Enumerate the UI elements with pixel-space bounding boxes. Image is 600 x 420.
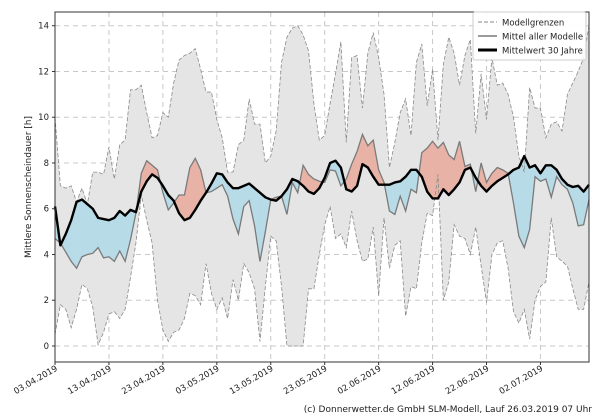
y-axis: 0 2 4 6 8 10 12 14 <box>38 22 55 352</box>
x-tick-label: 03.05.2019 <box>174 364 221 397</box>
x-axis: 03.04.2019 13.04.2019 23.04.2019 03.05.2019… <box>12 362 545 397</box>
model-lower-bound-line <box>54 174 590 347</box>
below-normal-fill <box>103 218 110 259</box>
y-tick-label: 4 <box>44 250 49 260</box>
x-tick-label: 22.06.2019 <box>444 364 491 397</box>
y-tick-label: 2 <box>44 296 49 306</box>
x-tick-label: 13.04.2019 <box>66 364 113 397</box>
below-normal-fill <box>389 182 396 215</box>
chart-marks <box>53 25 590 347</box>
plot-frame <box>54 11 590 363</box>
y-tick-label: 12 <box>38 67 49 77</box>
x-tick-label: 13.05.2019 <box>228 364 275 397</box>
climate-mean-30y-line <box>53 154 590 247</box>
legend: Modellgrenzen Mittel aller Modelle Mitte… <box>472 11 587 61</box>
x-tick-label: 02.06.2019 <box>336 364 383 397</box>
y-tick-label: 10 <box>38 113 49 123</box>
above-normal-fill <box>426 140 433 200</box>
y-tick-label: 0 <box>44 342 49 352</box>
x-tick-label: 12.06.2019 <box>390 364 437 397</box>
legend-box <box>472 11 587 61</box>
x-tick-label: 23.05.2019 <box>282 364 329 397</box>
model-range-area <box>55 25 589 346</box>
x-tick-label: 02.07.2019 <box>498 364 545 397</box>
legend-label-clim: Mittelwert 30 Jahre <box>502 47 583 57</box>
x-tick-label: 03.04.2019 <box>12 364 59 397</box>
credit-footer: (c) Donnerwetter.de GmbH SLM-Modell, Lau… <box>303 405 592 415</box>
legend-label-model-mean: Mittel aller Modelle <box>502 33 583 43</box>
y-tick-label: 14 <box>38 22 49 32</box>
y-tick-label: 6 <box>44 205 49 215</box>
legend-label-bounds: Modellgrenzen <box>502 19 564 29</box>
below-normal-fill <box>108 217 115 262</box>
above-normal-fill <box>432 140 439 199</box>
below-normal-fill <box>81 199 88 258</box>
below-normal-fill <box>87 203 93 255</box>
x-tick-label: 23.04.2019 <box>120 364 167 397</box>
model-upper-bound-line <box>54 25 590 205</box>
y-axis-label: Mittlere Sonnenscheindauer [h] <box>24 116 34 258</box>
y-tick-label: 8 <box>44 159 49 169</box>
